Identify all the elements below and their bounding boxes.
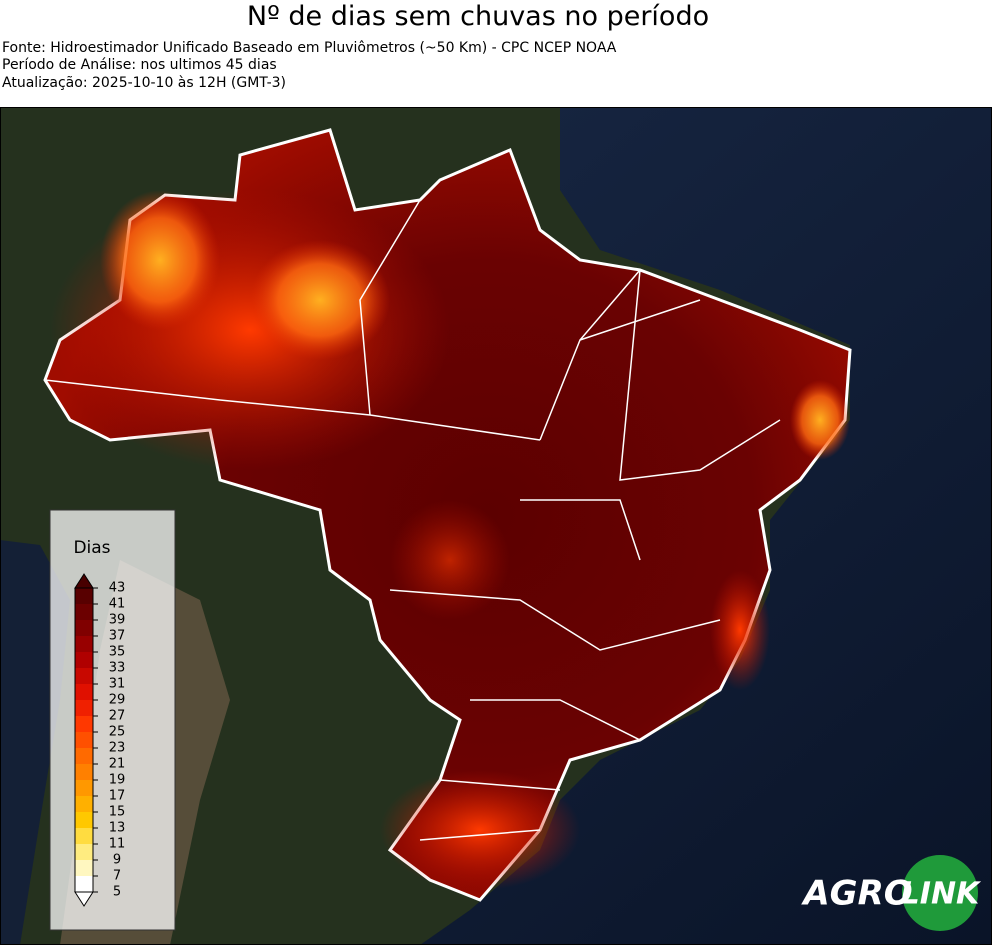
legend-tick-label: 13 [109, 821, 126, 836]
legend-tick-label: 11 [109, 837, 126, 852]
period-line: Período de Análise: nos ultimos 45 dias [2, 57, 277, 73]
color-band [75, 588, 93, 604]
logo-circle [902, 855, 978, 931]
legend-box [49, 509, 176, 931]
color-band [75, 716, 93, 732]
color-band [75, 860, 93, 876]
color-band [75, 764, 93, 780]
logo-left: AGRO [800, 874, 912, 914]
colorbar-outline [74, 587, 94, 893]
update-line: Atualização: 2025-10-10 às 12H (GMT-3) [2, 75, 286, 91]
legend-tick-label: 43 [109, 581, 126, 596]
legend-tick-label: 31 [109, 677, 126, 692]
color-band [75, 780, 93, 796]
color-band [75, 652, 93, 668]
legend: Dias 57911131517192123252729313335373941… [49, 509, 176, 931]
color-band [75, 700, 93, 716]
color-band [75, 732, 93, 748]
color-band [75, 684, 93, 700]
source-line: Fonte: Hidroestimador Unificado Baseado … [2, 40, 617, 56]
logo: AGRO LINK [800, 855, 982, 931]
color-band [75, 604, 93, 620]
color-band [75, 668, 93, 684]
legend-tick-label: 37 [109, 629, 126, 644]
color-band [75, 812, 93, 828]
legend-tick-label: 9 [113, 853, 121, 868]
legend-tick-label: 19 [109, 773, 126, 788]
legend-tick-label: 33 [109, 661, 126, 676]
legend-tick-label: 21 [109, 757, 126, 772]
state-borders [44, 199, 781, 841]
legend-tick-label: 5 [113, 885, 121, 900]
color-band [75, 636, 93, 652]
legend-tick-label: 35 [109, 645, 126, 660]
legend-tick-label: 15 [109, 805, 126, 820]
legend-tick-label: 29 [109, 693, 126, 708]
color-band [75, 844, 93, 860]
legend-tick-label: 7 [113, 869, 121, 884]
logo-right: LINK [901, 877, 982, 912]
color-band [75, 748, 93, 764]
legend-tick-label: 27 [109, 709, 126, 724]
legend-tick-label: 41 [109, 597, 126, 612]
legend-tick-label: 23 [109, 741, 126, 756]
color-band [75, 876, 93, 892]
legend-tick-label: 39 [109, 613, 126, 628]
legend-tick-label: 25 [109, 725, 126, 740]
color-band [75, 828, 93, 844]
dry-gradient [50, 190, 850, 890]
title: Nº de dias sem chuvas no período [246, 1, 710, 32]
color-band [75, 796, 93, 812]
legend-tick-label: 17 [109, 789, 126, 804]
color-band [75, 620, 93, 636]
legend-title: Dias [73, 538, 110, 558]
